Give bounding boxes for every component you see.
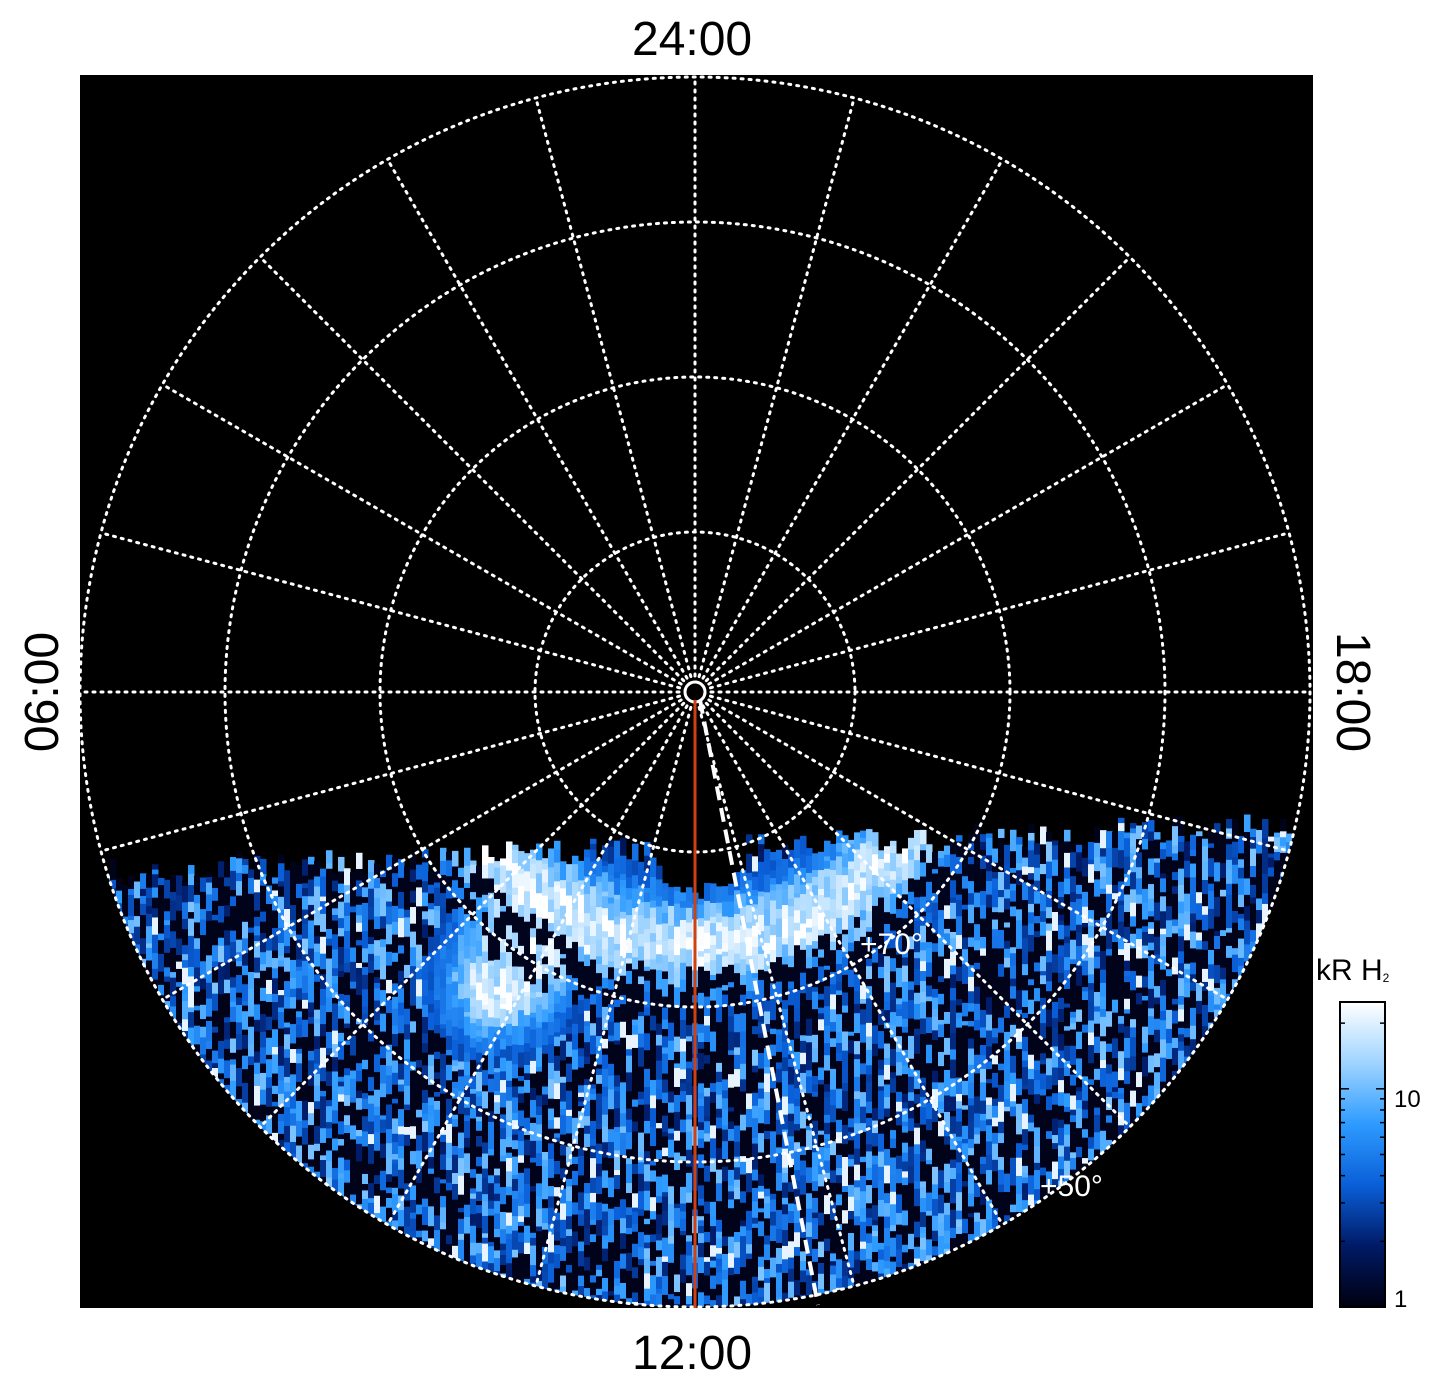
meridian-line <box>701 704 1004 1227</box>
meridian-line <box>386 157 689 680</box>
meridian-line <box>697 705 856 1288</box>
meridian-line <box>697 96 856 679</box>
meridian-line <box>708 694 1291 853</box>
meridian-line <box>258 255 686 683</box>
meridian-line <box>704 255 1132 683</box>
colorbar-tick-label-1: 1 <box>1394 1286 1408 1313</box>
colorbar <box>1339 1001 1386 1308</box>
meridian-line <box>386 704 689 1227</box>
meridian-line <box>160 698 683 1001</box>
meridian-line <box>99 694 682 853</box>
local-time-label-right: 18:00 <box>1326 631 1379 753</box>
meridian-line <box>707 698 1230 1001</box>
meridian-line <box>707 383 1230 686</box>
meridian-line <box>704 701 1132 1129</box>
local-time-label-bottom: 12:00 <box>632 1327 753 1380</box>
meridian-line <box>99 531 682 690</box>
meridian-line <box>534 705 693 1288</box>
meridian-line <box>160 383 683 686</box>
colorbar-title: kR H2 <box>1316 956 1389 986</box>
colorbar-title-text: kR H <box>1316 954 1383 987</box>
latitude-label-50: +50° <box>1040 1170 1103 1203</box>
latitude-circle <box>80 75 1312 1308</box>
overlay-lines <box>693 699 820 1308</box>
local-time-label-top: 24:00 <box>632 13 753 66</box>
meridian-line <box>534 96 693 679</box>
meridian-line <box>258 701 686 1129</box>
latitude-label-70: +70° <box>860 928 923 961</box>
colorbar-tick-label-10: 10 <box>1394 1086 1421 1113</box>
dashed-line <box>698 699 820 1306</box>
colorbar-gradient <box>1339 1001 1386 1308</box>
meridian-line <box>708 531 1291 690</box>
meridian-line <box>701 157 1004 680</box>
local-time-label-left: 06:00 <box>16 631 69 753</box>
colorbar-title-subscript: 2 <box>1382 971 1390 985</box>
